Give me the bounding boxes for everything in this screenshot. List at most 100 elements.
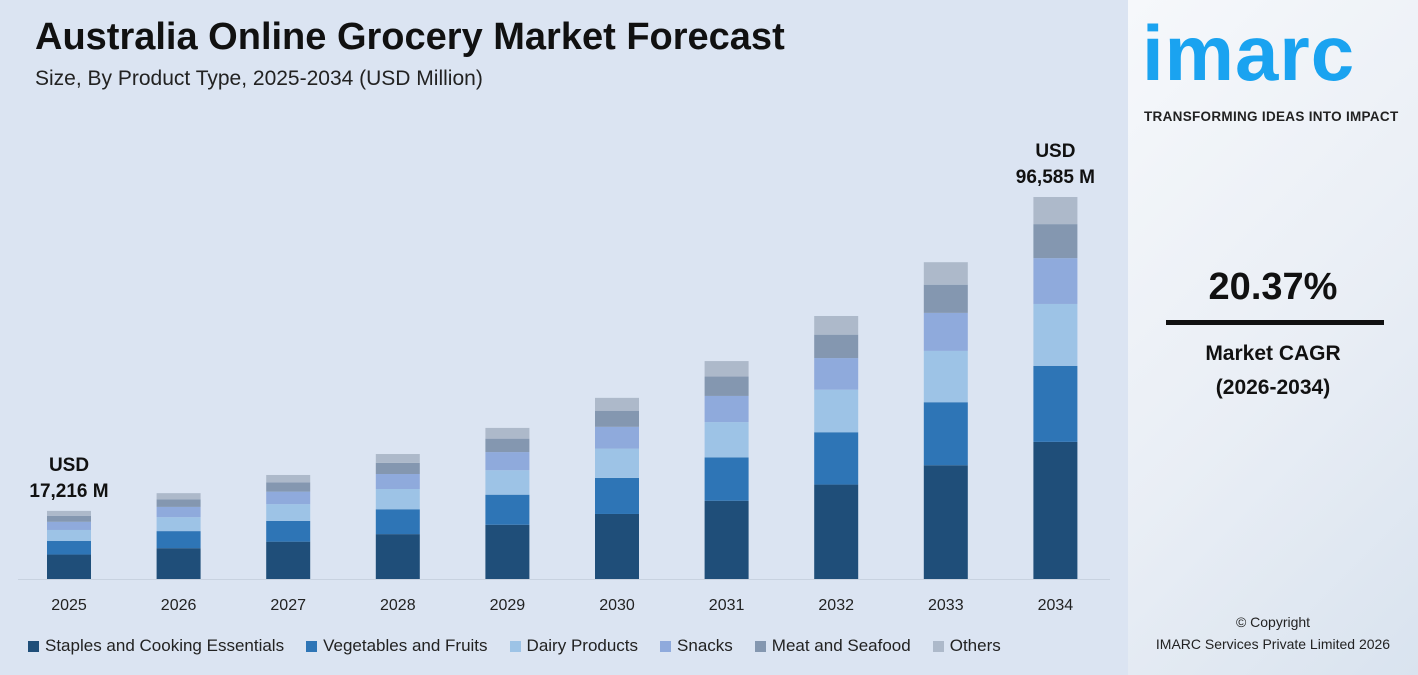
bar-segment-2029-3	[485, 452, 530, 471]
bar-segment-2029-2	[485, 470, 530, 495]
legend-swatch	[509, 640, 521, 652]
x-tick-label: 2031	[709, 597, 745, 614]
cagr-label: Market CAGR	[1205, 342, 1341, 365]
bar-segment-2029-4	[485, 438, 530, 453]
bar-segment-2030-0	[595, 513, 639, 579]
bar-segment-2031-4	[704, 376, 749, 396]
bar-segment-2025-4	[47, 515, 91, 522]
legend-label: Staples and Cooking Essentials	[45, 636, 285, 655]
legend-item: Vegetables and Fruits	[306, 636, 488, 656]
bar-segment-2028-5	[375, 454, 420, 463]
bar-segment-2034-3	[1033, 258, 1078, 304]
bar-segment-2027-1	[266, 520, 311, 542]
bar-segment-2030-4	[595, 410, 639, 427]
bar-segment-2034-1	[1033, 365, 1078, 442]
x-tick-label: 2026	[161, 597, 197, 614]
cagr-period: (2026-2034)	[1215, 376, 1331, 399]
copyright: © Copyright	[1235, 614, 1311, 630]
bar-segment-2030-1	[595, 477, 639, 514]
legend-label: Dairy Products	[526, 636, 639, 655]
bar-segment-2031-3	[704, 395, 749, 423]
legend-label: Others	[949, 636, 1001, 655]
bar-segment-2025-3	[47, 521, 91, 530]
bar-segment-2029-1	[485, 494, 530, 525]
bar-segment-2034-4	[1033, 224, 1078, 259]
bar-segment-2027-5	[266, 474, 311, 483]
x-tick-label: 2030	[599, 597, 635, 614]
bar-segment-2031-5	[704, 361, 749, 377]
bar-segment-2034-0	[1033, 441, 1078, 579]
bar-segment-2028-4	[375, 462, 420, 475]
bar-segment-2033-0	[923, 465, 968, 579]
bar-segment-2032-4	[814, 334, 859, 359]
bar-segment-2032-1	[814, 432, 859, 485]
bar-segment-2033-4	[923, 284, 968, 313]
bar-segment-2027-2	[266, 504, 311, 521]
bar-segment-2032-2	[814, 389, 859, 433]
bar-segment-2034-5	[1033, 197, 1078, 225]
legend-label: Vegetables and Fruits	[323, 636, 488, 655]
imarc-logo: imarc	[1142, 9, 1356, 97]
legend-label: Meat and Seafood	[771, 636, 911, 655]
bar-segment-2029-5	[485, 427, 530, 439]
bar-segment-2029-0	[485, 524, 530, 579]
bar-segment-2026-3	[156, 506, 201, 518]
bar-segment-2034-2	[1033, 303, 1078, 366]
chart-subtitle: Size, By Product Type, 2025-2034 (USD Mi…	[35, 67, 483, 90]
bar-segment-2027-0	[266, 541, 311, 579]
tagline: TRANSFORMING IDEAS INTO IMPACT	[1144, 109, 1399, 124]
bar-segment-2031-2	[704, 422, 749, 458]
bar-segment-2025-0	[47, 554, 91, 579]
legend-swatch	[660, 640, 672, 652]
bar-segment-2026-2	[156, 517, 201, 532]
legend-swatch	[306, 640, 318, 652]
bar-segment-2027-3	[266, 491, 311, 505]
legend-item: Staples and Cooking Essentials	[28, 636, 284, 656]
legend-swatch	[754, 640, 766, 652]
bar-segment-2028-3	[375, 474, 420, 490]
legend-item: Dairy Products	[509, 636, 639, 656]
bar-segment-2031-0	[704, 500, 749, 579]
bar-segment-2033-3	[923, 312, 968, 351]
bar-segment-2033-2	[923, 350, 968, 403]
stacked-bar-chart: 2025 USD 17,216 M 2026 2027 2028 2029 2030 2031 2…	[18, 141, 1110, 614]
x-tick-label: 2033	[928, 597, 964, 614]
bar-segment-2028-0	[375, 534, 420, 579]
bar-segment-2033-5	[923, 262, 968, 285]
data-label: 96,585 M	[1016, 167, 1095, 188]
legend-swatch	[28, 640, 39, 652]
cagr-value: 20.37%	[1208, 266, 1338, 308]
bar-segment-2026-1	[156, 531, 201, 549]
x-tick-label: 2025	[51, 597, 87, 614]
bar-segment-2033-1	[923, 402, 968, 466]
bar-segment-2032-5	[814, 315, 859, 335]
bar-segment-2027-4	[266, 482, 311, 492]
x-tick-label: 2027	[270, 597, 306, 614]
divider	[1166, 320, 1384, 325]
legend-item: Meat and Seafood	[754, 636, 911, 656]
legend-swatch	[932, 640, 944, 652]
bar-segment-2031-1	[704, 457, 749, 501]
legend: Staples and Cooking Essentials Vegetables…	[28, 636, 1001, 656]
data-label: USD	[49, 455, 89, 476]
bar-segment-2028-1	[375, 509, 420, 535]
legend-label: Snacks	[677, 636, 733, 655]
bar-segment-2025-1	[47, 541, 91, 555]
x-tick-label: 2032	[818, 597, 854, 614]
bar-segment-2030-5	[595, 397, 639, 411]
chart-title: Australia Online Grocery Market Forecast	[35, 16, 785, 58]
bar-segment-2030-3	[595, 426, 639, 449]
bar-segment-2032-0	[814, 484, 859, 579]
bar-segment-2025-2	[47, 529, 91, 542]
bar-segment-2030-2	[595, 448, 639, 478]
x-tick-label: 2029	[490, 597, 526, 614]
bar-segment-2032-3	[814, 358, 859, 390]
bar-segment-2026-4	[156, 499, 201, 507]
legend-item: Snacks	[660, 636, 733, 656]
bar-segment-2026-0	[156, 548, 201, 579]
chart-area: Australia Online Grocery Market Forecast…	[18, 16, 1110, 656]
data-label: 17,216 M	[29, 481, 108, 502]
x-tick-label: 2028	[380, 597, 416, 614]
bar-segment-2026-5	[156, 493, 201, 500]
side-panel: imarc TRANSFORMING IDEAS INTO IMPACT 20.…	[1128, 0, 1418, 675]
